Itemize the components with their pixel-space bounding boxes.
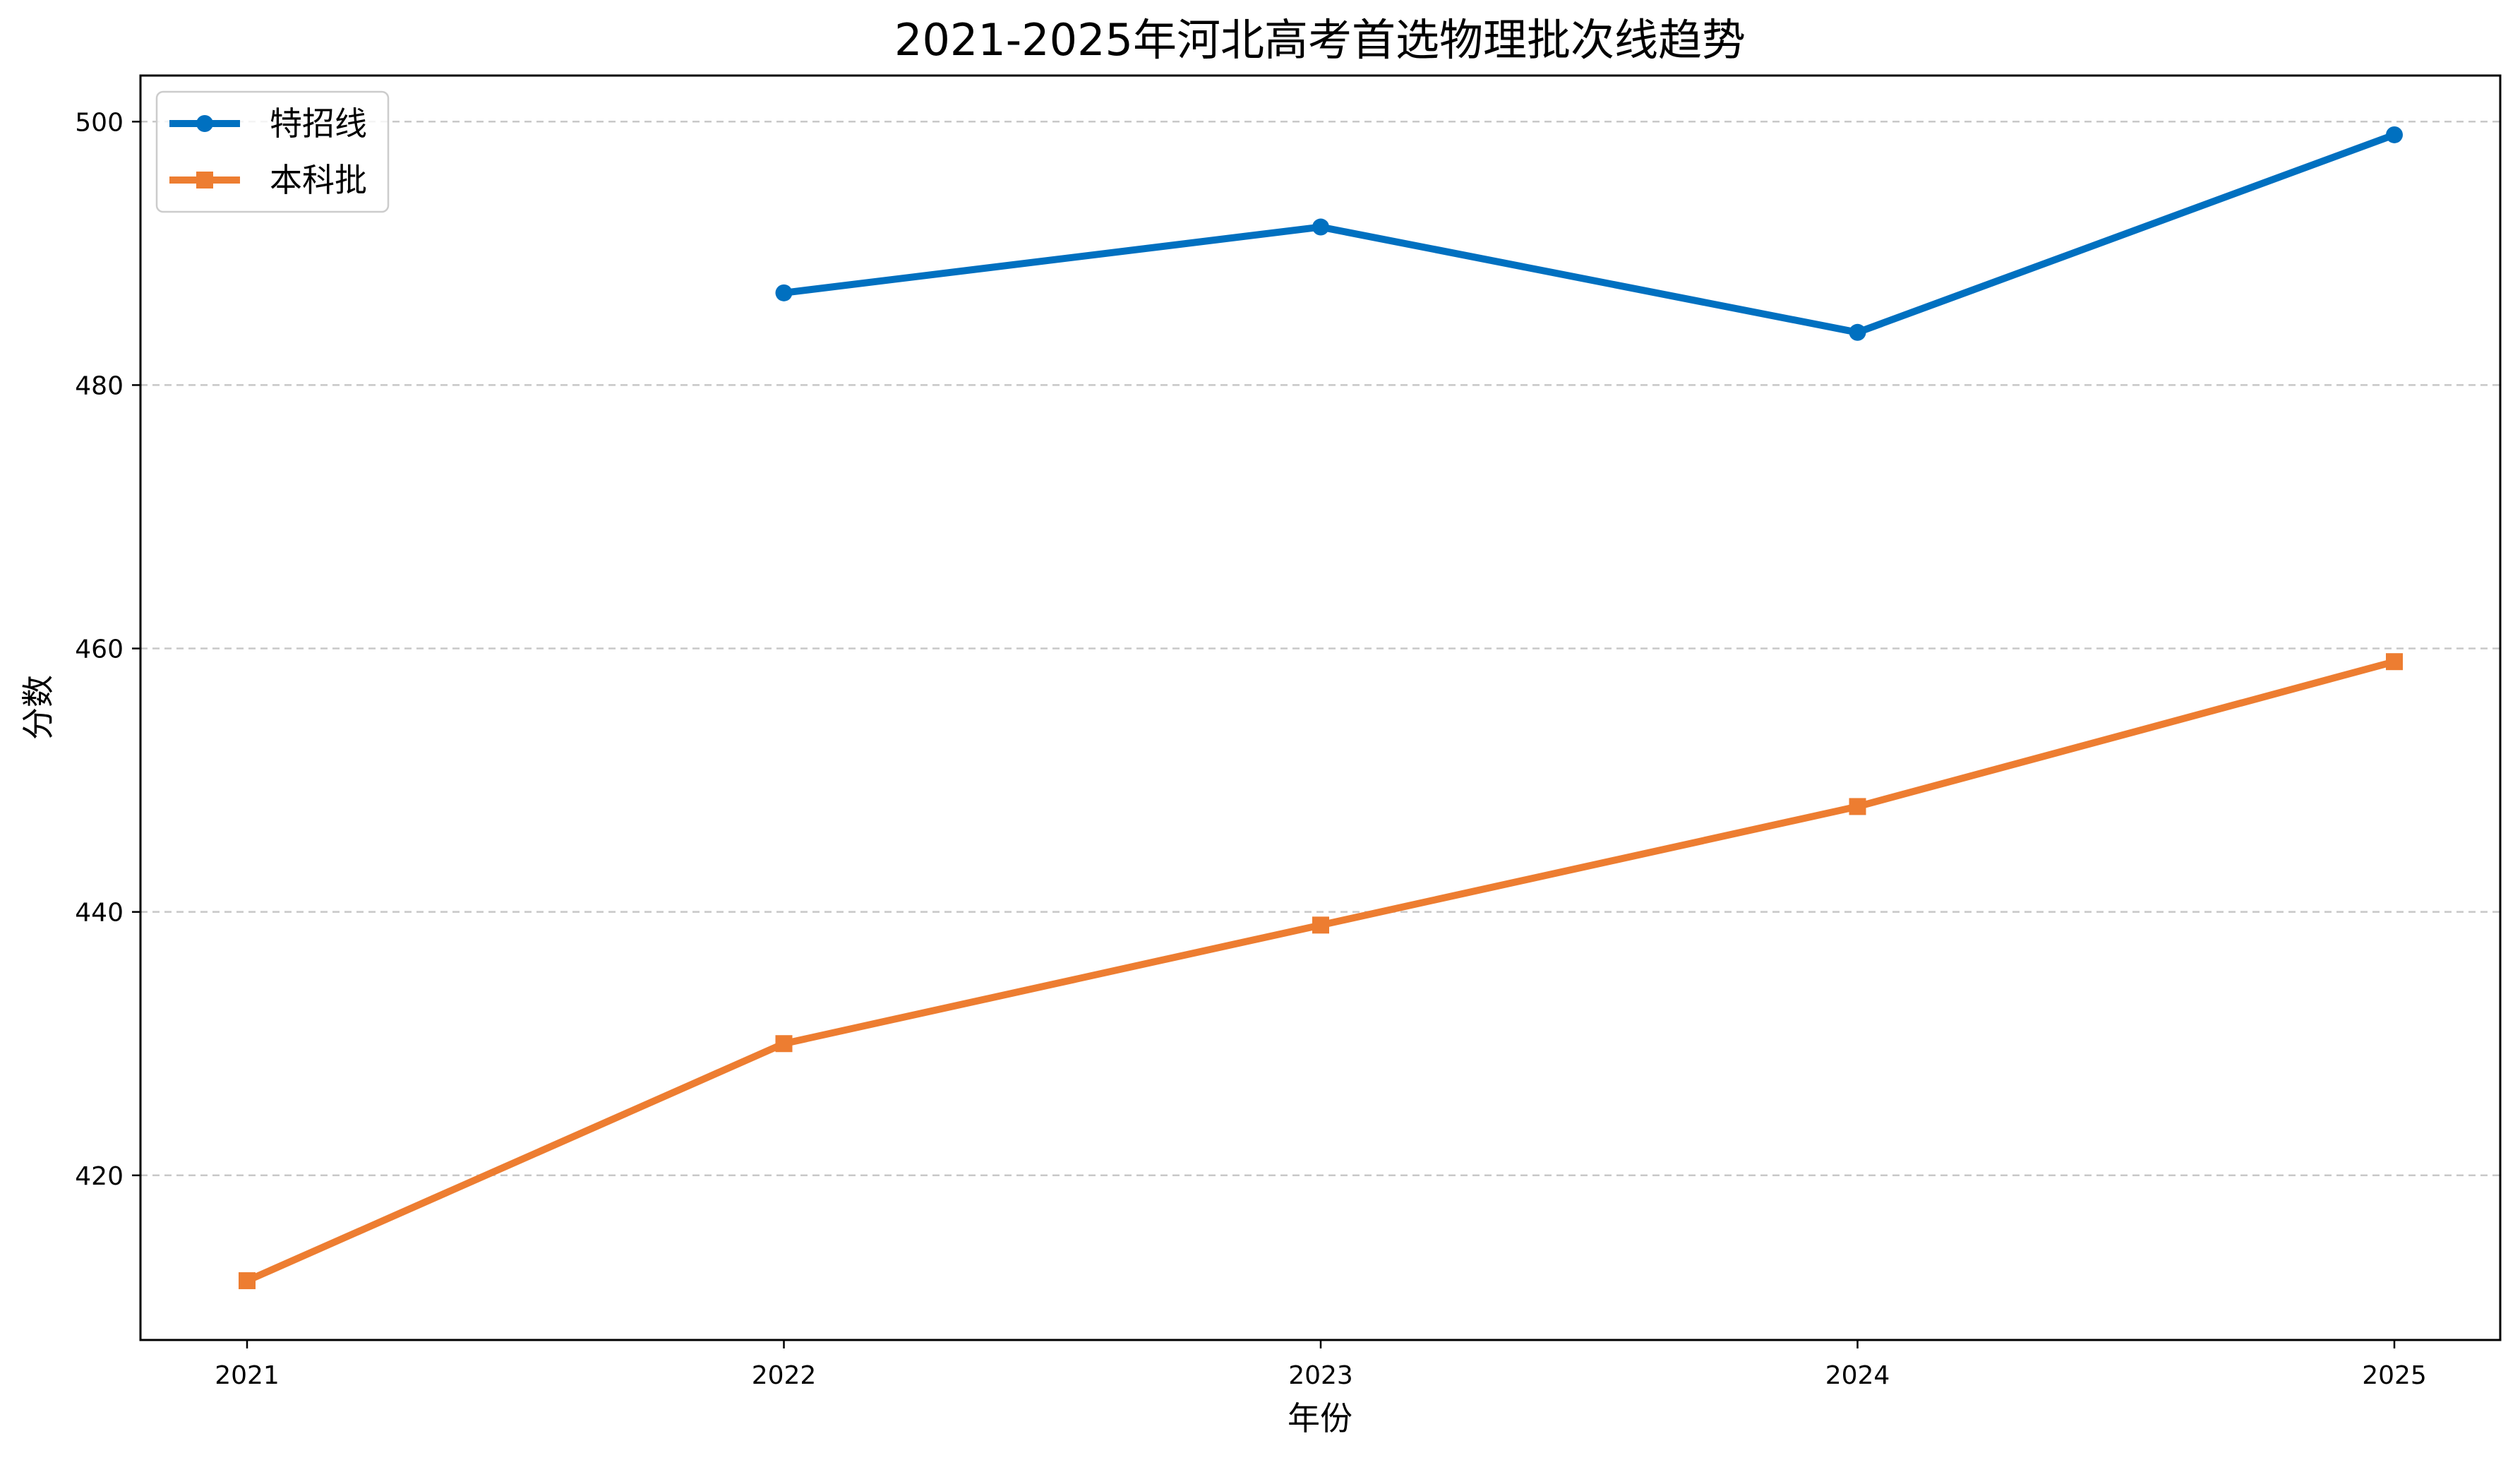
series-1-point <box>775 1035 793 1053</box>
series-0-point <box>775 284 793 301</box>
gridlines <box>140 121 2500 1177</box>
x-tick-label: 2025 <box>2362 1361 2427 1390</box>
series-1-point <box>2386 653 2403 671</box>
y-axis-label: 分数 <box>19 675 57 740</box>
y-tick-label: 460 <box>75 635 124 664</box>
x-tick-label: 2021 <box>215 1361 280 1390</box>
x-axis-label: 年份 <box>1288 1399 1352 1437</box>
x-tick-label: 2023 <box>1288 1361 1353 1390</box>
series-1-point <box>1849 798 1866 815</box>
axis-ticks: 420 440 460 480 500 2021 2022 2023 2024 2025 <box>75 108 2427 1390</box>
chart-title: 2021-2025年河北高考首选物理批次线趋势 <box>894 14 1746 66</box>
legend-label-1: 本科批 <box>270 161 367 199</box>
y-tick-label: 480 <box>75 371 124 400</box>
series-0-point <box>2386 126 2403 143</box>
series-1-point <box>239 1272 256 1290</box>
legend-marker-1 <box>196 172 213 189</box>
x-tick-label: 2024 <box>1825 1361 1890 1390</box>
series-lines <box>239 126 2403 1290</box>
series-0-point <box>1312 218 1329 236</box>
series-line-0 <box>780 131 2398 336</box>
x-tick-label: 2022 <box>752 1361 817 1390</box>
y-tick-label: 440 <box>75 899 124 928</box>
y-tick-label: 420 <box>75 1162 124 1191</box>
series-0-point <box>1849 323 1866 341</box>
legend-marker-0 <box>196 115 213 132</box>
legend-label-0: 特招线 <box>270 104 367 143</box>
series-1-point <box>1312 916 1329 934</box>
plot-frame <box>139 74 2502 1341</box>
y-tick-label: 500 <box>75 108 124 137</box>
